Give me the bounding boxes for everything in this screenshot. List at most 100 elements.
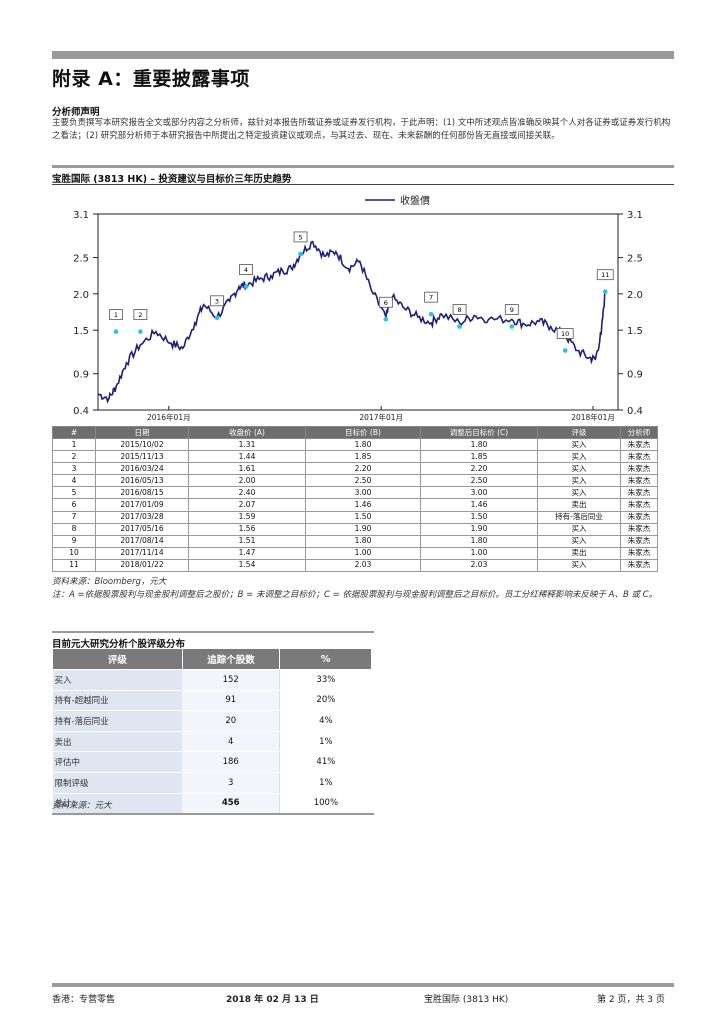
y-tick-label-left: 2.0 <box>73 290 89 301</box>
history-cell: 2017/01/09 <box>95 498 189 512</box>
history-cell: 卖出 <box>537 546 621 560</box>
history-cell: 朱家杰 <box>620 450 658 464</box>
history-cell: 买入 <box>537 462 621 476</box>
marker-box <box>133 309 148 320</box>
rating-marker <box>298 251 303 257</box>
history-cell: 1.85 <box>305 450 421 464</box>
rating-cell: 评估中 <box>52 751 183 773</box>
history-cell: 1.61 <box>188 462 306 476</box>
history-cell: 1.44 <box>188 450 306 464</box>
marker-label: 8 <box>457 306 461 314</box>
history-cell: 1.31 <box>188 437 306 452</box>
history-cell: 1.46 <box>305 498 421 512</box>
history-row: 8 2017/05/16 1.56 1.90 1.90 买入 朱家杰 <box>52 522 658 536</box>
history-note: 注：A =依据股票股利与现金股利调整后之股价；B = 未调整之目标价；C = 依… <box>52 590 658 600</box>
rating-row: 限制评级 3 1% <box>52 772 372 794</box>
history-cell: 2.50 <box>420 474 538 488</box>
marker-box <box>504 304 519 315</box>
price-series-line <box>97 240 606 404</box>
y-tick-label-right: 0.4 <box>627 406 643 417</box>
history-cell: 2.20 <box>305 462 421 476</box>
rating-row: 持有-落后同业 20 4% <box>52 710 372 732</box>
history-cell: 买入 <box>537 437 621 452</box>
rating-source: 资料来源：元大 <box>52 801 112 811</box>
rating-rule <box>52 631 374 633</box>
history-col-header: # <box>52 426 96 439</box>
rating-cell: 91 <box>182 690 280 712</box>
history-row: 1 2015/10/02 1.31 1.80 1.80 买入 朱家杰 <box>52 437 658 452</box>
rating-cell: 20 <box>182 710 280 732</box>
history-cell: 1.90 <box>420 522 538 536</box>
marker-box <box>293 231 308 243</box>
rating-cell: 186 <box>182 751 280 773</box>
history-cell: 2.20 <box>420 462 538 476</box>
rating-marker <box>383 316 389 322</box>
history-cell: 朱家杰 <box>620 437 658 452</box>
y-tick-label-right: 2.0 <box>627 290 643 301</box>
history-col-header: 收盘价 (A) <box>188 426 306 439</box>
history-col-header: 评级 <box>537 426 621 439</box>
history-cell: 朱家杰 <box>620 462 658 476</box>
rating-cell: 100% <box>279 792 372 815</box>
history-cell: 2016/03/24 <box>95 462 189 476</box>
history-cell: 1.59 <box>188 510 306 524</box>
rating-cell: 持有-落后同业 <box>52 710 183 732</box>
y-tick-label-right: 2.5 <box>627 254 643 265</box>
footer-company: 宝胜国际 (3813 HK) <box>424 995 509 1005</box>
marker-box <box>556 328 574 339</box>
rating-cell: 41% <box>279 751 372 773</box>
rating-cell: 456 <box>182 792 280 815</box>
marker-box <box>109 309 123 320</box>
history-cell: 1.85 <box>420 450 538 464</box>
history-col-header: 调整后目标价 (C) <box>420 426 538 439</box>
history-cell: 2.00 <box>188 474 306 488</box>
marker-label: 2 <box>138 311 142 319</box>
history-cell: 朱家杰 <box>620 498 658 512</box>
rating-marker <box>602 289 608 294</box>
analyst-text: 主要负责撰写本研究报告全文或部分内容之分析师，兹针对本报告所载证券或证券发行机构… <box>52 118 671 141</box>
x-tick-label: 2017年01月 <box>359 412 403 422</box>
rating-marker <box>138 329 143 334</box>
marker-label: 4 <box>244 266 248 274</box>
rating-cell: 1% <box>279 772 372 794</box>
history-cell: 朱家杰 <box>620 474 658 488</box>
legend-label: 收盤價 <box>400 194 430 207</box>
footer-bar <box>52 983 674 987</box>
footer-date: 2018 年 02 月 13 日 <box>226 995 319 1005</box>
marker-label: 10 <box>561 330 569 338</box>
history-cell: 2.50 <box>305 474 421 488</box>
top-bar <box>52 51 674 59</box>
rating-marker <box>113 329 119 334</box>
y-tick-label-left: 0.9 <box>73 370 89 381</box>
history-row: 2 2015/11/13 1.44 1.85 1.85 买入 朱家杰 <box>52 450 658 464</box>
rating-col-header: 追踪个股数 <box>181 648 281 670</box>
marker-box <box>424 291 439 303</box>
history-cell: 买入 <box>537 522 621 536</box>
rating-cell: 买入 <box>52 669 183 691</box>
history-cell: 2.07 <box>188 498 306 512</box>
history-cell: 1.50 <box>420 510 538 524</box>
marker-label: 5 <box>298 233 302 241</box>
history-cell: 3.00 <box>420 486 538 500</box>
rating-table: 评级 追踪个股数% 买入 152 33% 持有-超越同业 91 20% 持有-落后同业 20 4%… <box>52 648 372 815</box>
history-row: 9 2017/08/14 1.51 1.80 1.80 买入 朱家杰 <box>52 534 658 548</box>
history-cell: 1.80 <box>305 534 421 548</box>
history-cell: 1.80 <box>305 437 421 452</box>
history-cell: 持有-落后同业 <box>537 510 621 524</box>
history-cell: 2015/10/02 <box>95 437 189 452</box>
history-cell: 2016/05/13 <box>95 474 189 488</box>
rating-cell: 20% <box>279 690 372 712</box>
y-tick-label-right: 1.5 <box>627 326 643 337</box>
history-cell: 9 <box>52 534 96 548</box>
rating-marker <box>428 311 434 317</box>
history-cell: 1.56 <box>188 522 306 536</box>
rating-rule-bottom <box>52 813 374 815</box>
history-cell: 朱家杰 <box>620 534 658 548</box>
history-cell: 1 <box>52 437 96 452</box>
history-cell: 买入 <box>537 474 621 488</box>
history-title: 宝胜国际 (3813 HK) – 投资建议与目标价三年历史趋势 <box>52 174 292 185</box>
history-cell: 朱家杰 <box>620 558 658 573</box>
rating-row: 持有-超越同业 91 20% <box>52 690 372 712</box>
history-cell: 11 <box>52 558 96 573</box>
history-cell: 卖出 <box>537 498 621 512</box>
